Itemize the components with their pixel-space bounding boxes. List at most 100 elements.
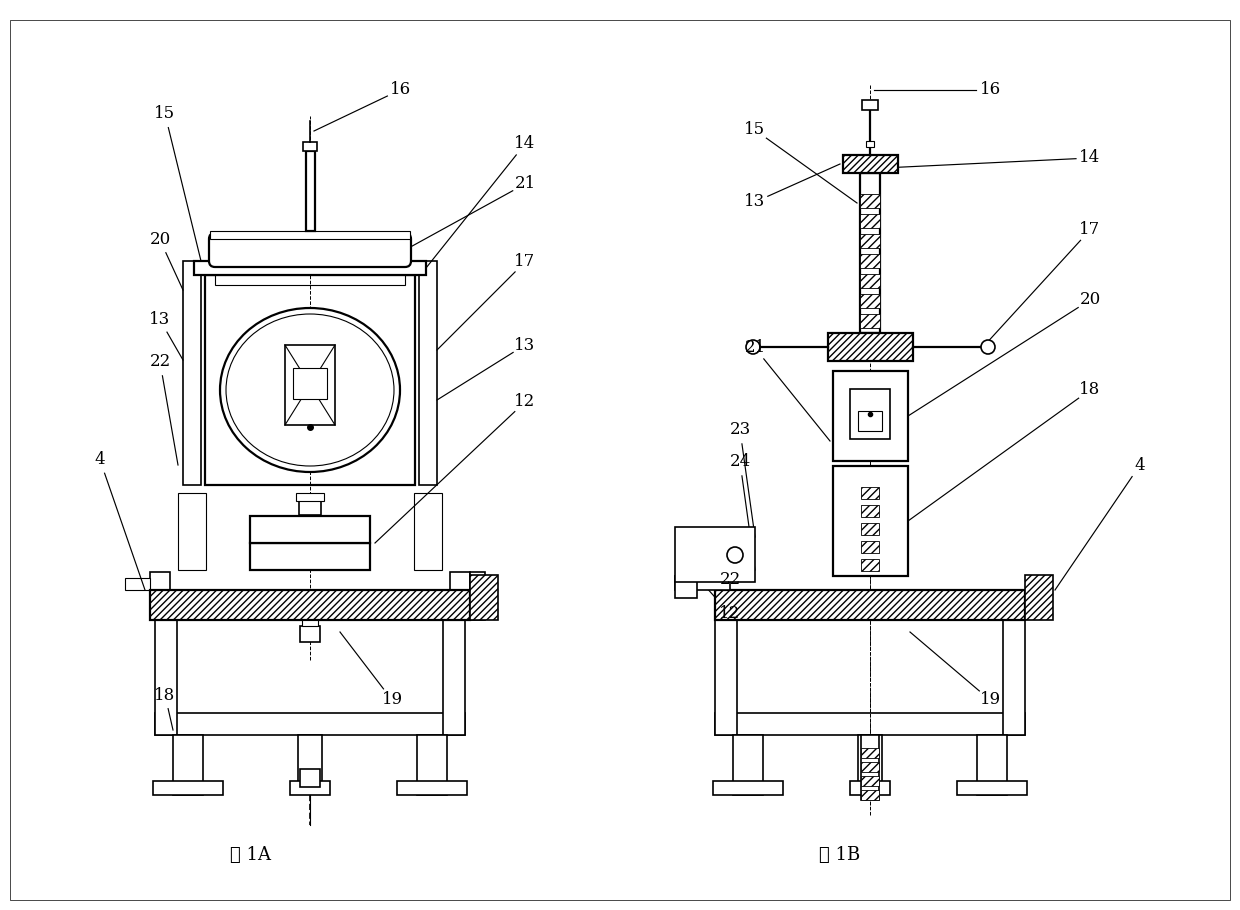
Bar (861, 505, 879, 517)
Text: 24: 24 (729, 453, 750, 470)
Bar (298, 735, 322, 785)
Bar (862, 100, 878, 110)
Bar (861, 559, 879, 571)
Bar (290, 781, 330, 795)
Text: 20: 20 (1079, 291, 1101, 308)
Bar (250, 516, 370, 543)
Text: 15: 15 (155, 106, 176, 123)
Ellipse shape (226, 314, 394, 466)
Circle shape (727, 547, 743, 563)
Bar (715, 620, 737, 735)
Bar (303, 620, 317, 626)
Bar (675, 527, 755, 582)
Bar (861, 314, 880, 328)
Bar (861, 234, 880, 248)
Bar (861, 790, 879, 800)
Bar (861, 254, 880, 268)
Text: 14: 14 (515, 136, 536, 153)
Bar (397, 781, 467, 795)
Text: 23: 23 (729, 421, 750, 439)
Bar (193, 261, 427, 275)
Text: 19: 19 (980, 692, 1001, 709)
Bar (293, 368, 327, 399)
Text: 18: 18 (1079, 381, 1101, 399)
Bar (861, 523, 879, 535)
Text: 22: 22 (149, 353, 171, 370)
Bar (300, 769, 320, 787)
Bar (470, 575, 498, 620)
Bar (861, 735, 879, 800)
Bar (296, 493, 324, 501)
Bar (184, 261, 201, 485)
Bar (285, 345, 335, 425)
Text: 22: 22 (719, 571, 740, 589)
Text: 13: 13 (515, 337, 536, 353)
Bar (861, 294, 880, 308)
Text: 18: 18 (154, 686, 176, 703)
Text: 20: 20 (149, 231, 171, 248)
Text: 19: 19 (382, 692, 403, 709)
Text: 4: 4 (1135, 457, 1146, 473)
Bar (861, 274, 880, 288)
Bar (414, 493, 441, 570)
Bar (715, 590, 1025, 620)
Bar (417, 735, 446, 795)
Bar (1025, 575, 1053, 620)
Bar (155, 713, 465, 735)
Ellipse shape (219, 308, 401, 472)
Text: 14: 14 (1079, 149, 1101, 167)
Bar (443, 620, 465, 735)
FancyBboxPatch shape (210, 233, 410, 267)
Bar (299, 501, 321, 515)
Bar (858, 411, 882, 431)
Text: 12: 12 (515, 393, 536, 410)
Bar (675, 576, 697, 598)
Bar (861, 541, 879, 553)
Bar (861, 748, 879, 758)
Bar (150, 590, 470, 620)
Text: 21: 21 (744, 339, 765, 357)
Text: 13: 13 (149, 311, 171, 329)
Bar (861, 487, 879, 499)
Bar (174, 735, 203, 795)
Bar (205, 275, 415, 485)
Circle shape (981, 340, 994, 354)
Bar (861, 762, 879, 772)
Text: 15: 15 (744, 122, 765, 138)
Bar (713, 781, 782, 795)
Bar (957, 781, 1027, 795)
Bar (210, 231, 410, 239)
Bar (833, 466, 908, 576)
Bar (833, 371, 908, 461)
Bar (828, 333, 913, 361)
Bar (849, 389, 890, 439)
Text: 图 1A: 图 1A (229, 846, 270, 864)
Bar (155, 620, 177, 735)
Bar (849, 781, 890, 795)
Text: 21: 21 (515, 176, 536, 193)
Text: 13: 13 (744, 194, 765, 210)
Bar (861, 194, 880, 208)
Bar (300, 626, 320, 642)
Bar (858, 735, 882, 785)
Bar (470, 572, 485, 620)
Bar (215, 275, 405, 285)
Bar (733, 735, 763, 795)
Text: 12: 12 (719, 605, 740, 622)
Bar (150, 572, 170, 590)
Circle shape (746, 340, 760, 354)
Bar (866, 141, 874, 147)
Bar (419, 261, 436, 485)
Bar (977, 735, 1007, 795)
Bar (306, 151, 315, 231)
Bar (153, 781, 223, 795)
Bar (675, 576, 730, 590)
Bar (250, 543, 370, 570)
Bar (843, 155, 898, 173)
Text: 16: 16 (980, 82, 1001, 98)
Text: 16: 16 (389, 82, 410, 98)
Bar (715, 713, 1025, 735)
Text: 4: 4 (94, 451, 105, 469)
Bar (450, 572, 470, 590)
Bar (861, 173, 880, 333)
